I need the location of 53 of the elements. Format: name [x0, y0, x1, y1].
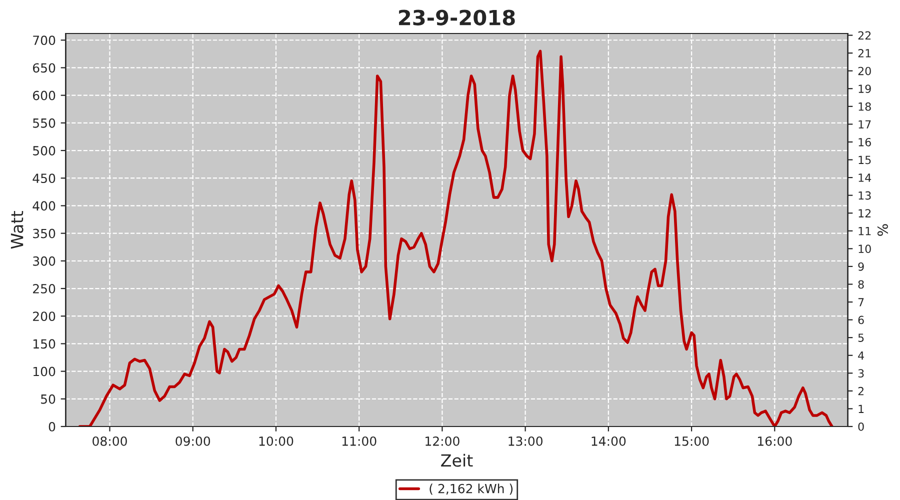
y2-tick-label: 16 — [858, 138, 871, 146]
y2-axis-title: % — [877, 224, 888, 236]
y2-tick-label: 20 — [858, 66, 871, 76]
y2-tick-label: 11 — [858, 227, 871, 236]
y2-tick-label: 10 — [858, 244, 871, 254]
y-tick-label: 650 — [32, 63, 56, 73]
y2-tick-label: 17 — [858, 120, 871, 128]
y2-tick-label: 1 — [858, 404, 864, 413]
y-tick-label: 600 — [32, 90, 56, 100]
y2-tick-label: 7 — [858, 298, 864, 306]
x-tick-label: 16:00 — [758, 436, 792, 446]
y2-tick-label: 4 — [858, 351, 864, 360]
y2-tick-label: 15 — [858, 156, 871, 164]
y-tick-label: 250 — [33, 284, 56, 294]
y-tick-label: 150 — [33, 339, 56, 349]
x-tick-label: 10:00 — [259, 436, 294, 446]
line-series — [78, 50, 834, 426]
y-tick-label: 0 — [48, 422, 56, 432]
x-tick-label: 14:00 — [592, 436, 626, 446]
x-tick-label: 08:00 — [92, 436, 127, 446]
y-tick-label: 500 — [33, 146, 56, 156]
y2-tick-label: 5 — [858, 334, 864, 342]
x-tick-label: 09:00 — [176, 436, 210, 446]
y2-tick-label: 2 — [858, 386, 864, 396]
y2-tick-label: 13 — [858, 191, 871, 200]
y2-tick-label: 14 — [858, 174, 872, 182]
legend-label: ( 2,162 kWh ) — [430, 484, 513, 495]
x-tick-label: 12:00 — [426, 436, 460, 446]
y-tick-label: 700 — [33, 36, 56, 46]
y2-tick-label: 9 — [858, 262, 864, 271]
y-tick-label: 350 — [33, 228, 56, 238]
y-tick-label: 200 — [33, 312, 56, 322]
y2-tick-label: 6 — [858, 316, 864, 324]
y2-tick-label: 19 — [858, 84, 871, 94]
y-tick-label: 400 — [32, 201, 56, 211]
y-tick-label: 300 — [33, 256, 56, 266]
y2-tick-label: 3 — [858, 369, 864, 378]
y-tick-label: 550 — [33, 118, 56, 128]
y2-tick-label: 18 — [858, 102, 871, 111]
y2-tick-label: 8 — [858, 280, 864, 289]
x-tick-label: 13:00 — [508, 436, 542, 446]
y2-tick-label: 22 — [858, 31, 871, 40]
y-tick-label: 100 — [33, 366, 56, 376]
y-tick-label: 50 — [41, 394, 56, 404]
y-axis-title: Watt — [10, 211, 24, 249]
y2-tick-label: 12 — [858, 209, 871, 218]
y-tick-label: 450 — [32, 174, 56, 184]
y2-tick-label: 21 — [858, 49, 871, 58]
chart-title: 23-9-2018 — [399, 10, 515, 26]
x-axis-title: Zeit — [441, 454, 473, 467]
x-tick-label: 11:00 — [342, 436, 376, 446]
y2-tick-label: 0 — [858, 422, 864, 431]
x-tick-label: 15:00 — [674, 436, 709, 446]
